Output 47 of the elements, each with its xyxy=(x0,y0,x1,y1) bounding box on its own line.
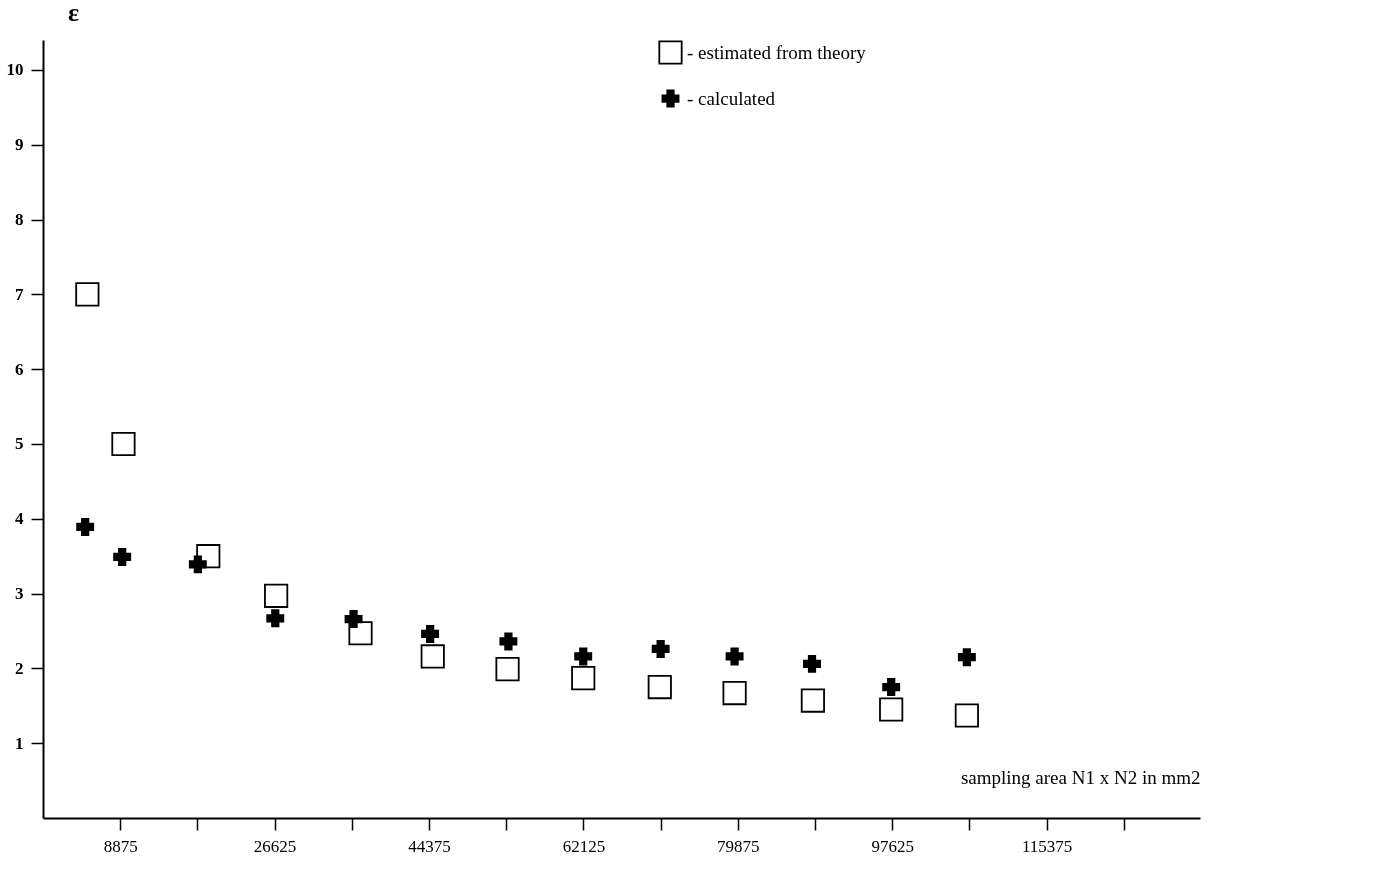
legend-label: - estimated from theory xyxy=(687,41,867,63)
x-tick-label: 97625 xyxy=(871,836,915,856)
point xyxy=(495,657,520,682)
legend-label: - calculated xyxy=(687,87,776,109)
point xyxy=(882,678,901,697)
y-tick-label: 6 xyxy=(15,359,24,379)
y-tick-label: 4 xyxy=(15,509,24,529)
point xyxy=(344,610,363,628)
x-tick-label: 44375 xyxy=(408,836,451,856)
point xyxy=(574,647,593,666)
y-axis-title: ε xyxy=(67,0,80,27)
point xyxy=(266,609,285,628)
point xyxy=(954,703,979,728)
y-tick-label: 3 xyxy=(15,584,24,604)
point xyxy=(75,282,100,307)
y-tick-label: 7 xyxy=(15,284,24,304)
x-tick-label: 8875 xyxy=(103,836,138,856)
point xyxy=(957,648,976,667)
point xyxy=(499,632,518,651)
point xyxy=(879,697,904,722)
x-tick-label: 79875 xyxy=(717,836,760,856)
y-tick-label: 9 xyxy=(15,135,24,155)
point xyxy=(348,621,373,646)
x-tick-label: 62125 xyxy=(562,836,606,856)
point xyxy=(651,639,670,658)
point xyxy=(188,555,207,574)
y-tick-label: 2 xyxy=(15,658,24,678)
point xyxy=(113,547,132,566)
point xyxy=(725,647,744,666)
point xyxy=(111,431,136,457)
y-tick-label: 5 xyxy=(15,434,24,454)
point xyxy=(76,518,95,536)
point xyxy=(420,644,445,669)
y-tick-label: 1 xyxy=(15,733,24,753)
point xyxy=(196,544,221,569)
point xyxy=(571,666,596,691)
point xyxy=(803,654,821,673)
point xyxy=(647,675,672,700)
point xyxy=(800,688,825,713)
point xyxy=(722,680,747,706)
x-tick-label: 26625 xyxy=(253,836,297,856)
point xyxy=(421,625,440,643)
y-tick-label: 8 xyxy=(15,210,24,230)
x-axis-title: sampling area N1 x N2 in mm2 xyxy=(960,766,1201,788)
x-tick-label: 115375 xyxy=(1021,836,1073,856)
point xyxy=(264,583,289,608)
y-tick-label: 10 xyxy=(6,60,24,80)
